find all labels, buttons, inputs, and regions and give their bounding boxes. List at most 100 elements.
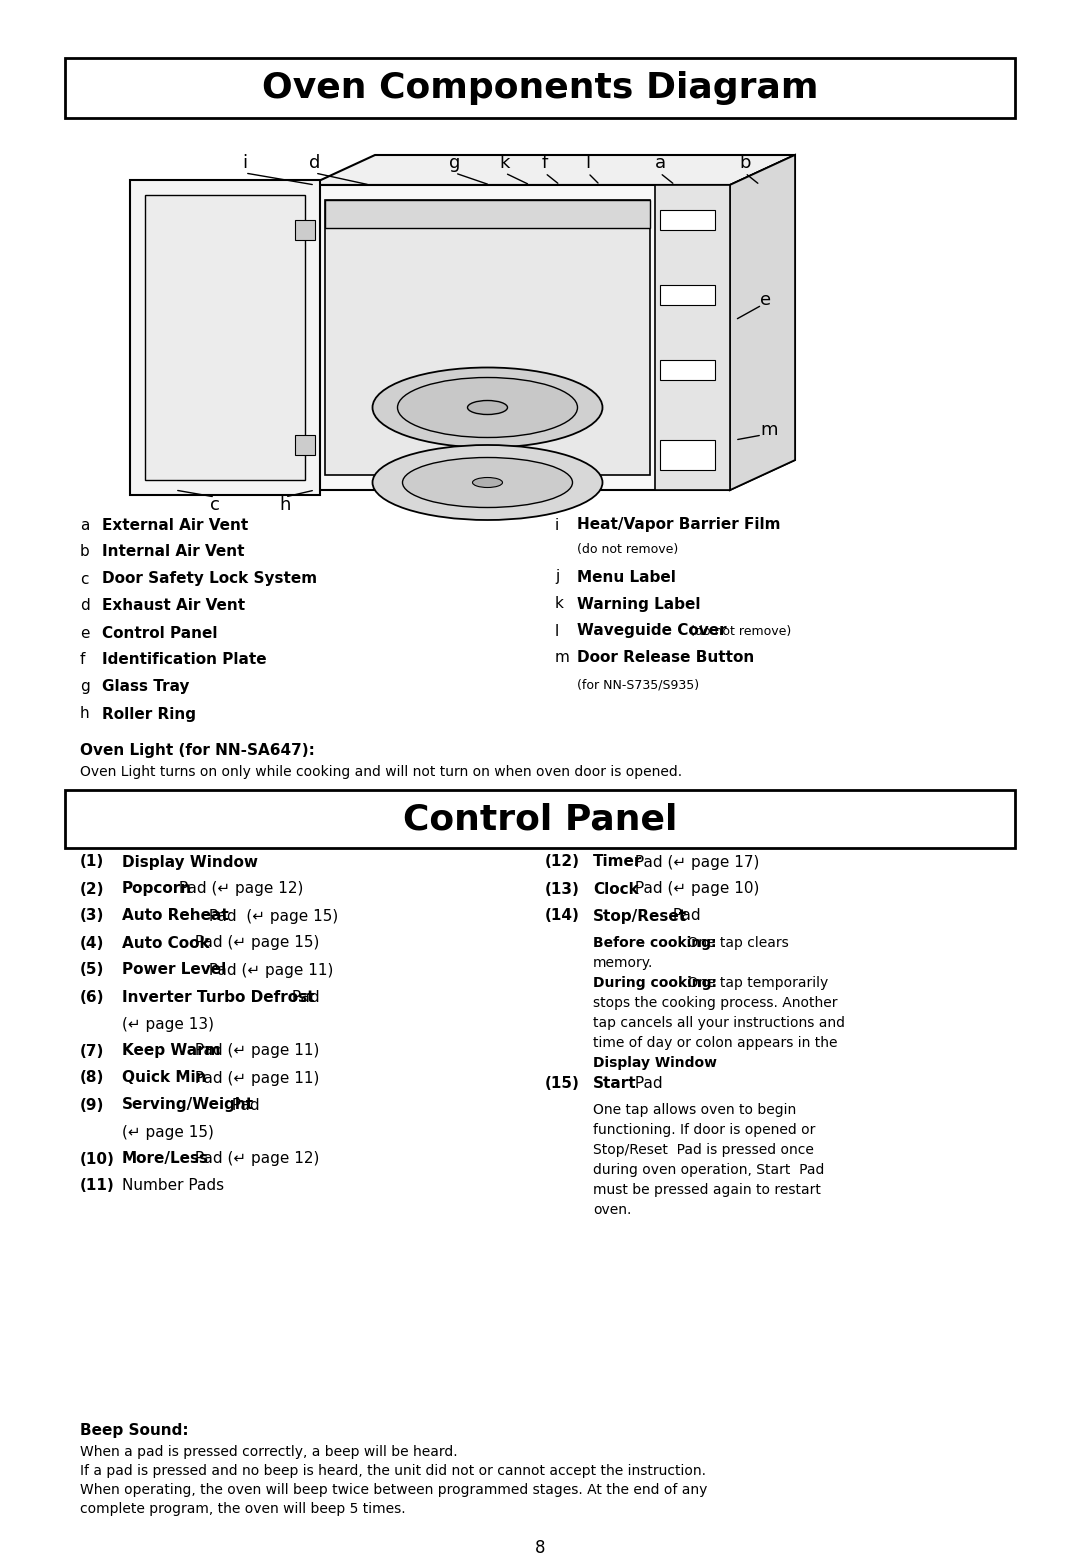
Text: (do not remove): (do not remove) [687,624,792,637]
Polygon shape [295,435,315,455]
Text: Serving/Weight: Serving/Weight [122,1097,254,1113]
Polygon shape [325,200,650,476]
Text: stops the cooking process. Another: stops the cooking process. Another [593,995,837,1009]
Text: External Air Vent: External Air Vent [102,518,248,532]
Text: Pad: Pad [227,1097,259,1113]
Text: Pad (↵ page 11): Pad (↵ page 11) [189,1044,319,1058]
Ellipse shape [473,477,502,488]
Text: m: m [555,651,570,665]
Text: Oven Components Diagram: Oven Components Diagram [261,70,819,105]
Polygon shape [654,185,730,490]
Text: (for NN-S735/S935): (for NN-S735/S935) [577,679,699,692]
Text: Oven Light (for NN-SA647):: Oven Light (for NN-SA647): [80,742,315,757]
Text: Door Safety Lock System: Door Safety Lock System [102,571,318,587]
Text: (1): (1) [80,854,105,870]
Text: Control Panel: Control Panel [102,626,217,640]
Text: (5): (5) [80,962,105,978]
Text: Pad: Pad [287,989,320,1005]
Text: d: d [309,153,321,172]
Text: Power Level: Power Level [122,962,226,978]
Text: (↵ page 15): (↵ page 15) [122,1125,214,1139]
Polygon shape [730,155,795,490]
Text: (10): (10) [80,1152,114,1166]
Text: a: a [654,153,665,172]
Text: c: c [211,496,220,513]
Text: Pad (↵ page 17): Pad (↵ page 17) [631,854,760,870]
Text: (↵ page 13): (↵ page 13) [122,1017,214,1031]
Text: d: d [415,496,426,513]
Text: Popcorn: Popcorn [122,881,192,897]
Polygon shape [660,210,715,230]
Ellipse shape [373,368,603,448]
Ellipse shape [403,457,572,507]
Text: time of day or colon appears in the: time of day or colon appears in the [593,1036,837,1050]
Text: f: f [80,653,85,668]
Text: Pad (↵ page 11): Pad (↵ page 11) [204,962,334,978]
Polygon shape [310,155,795,185]
Text: l: l [585,153,591,172]
Text: m: m [760,421,778,440]
Text: Pad (↵ page 10): Pad (↵ page 10) [631,881,760,897]
Text: Number Pads: Number Pads [122,1178,225,1194]
Text: e: e [760,291,771,308]
Polygon shape [145,196,305,480]
Text: g: g [80,679,90,695]
Text: during oven operation, Start  Pad: during oven operation, Start Pad [593,1163,824,1177]
Text: Roller Ring: Roller Ring [102,706,195,721]
Text: tap cancels all your instructions and: tap cancels all your instructions and [593,1016,845,1030]
Ellipse shape [397,377,578,438]
Text: (7): (7) [80,1044,105,1058]
Text: Pad (↵ page 12): Pad (↵ page 12) [189,1152,319,1166]
Text: e: e [80,626,90,640]
Text: (8): (8) [80,1070,105,1086]
Text: Exhaust Air Vent: Exhaust Air Vent [102,598,245,613]
Text: When a pad is pressed correctly, a beep will be heard.: When a pad is pressed correctly, a beep … [80,1444,458,1459]
Bar [65,58,1015,117]
Text: Pad (↵ page 15): Pad (↵ page 15) [189,936,319,950]
Text: (12): (12) [545,854,580,870]
Text: One tap temporarily: One tap temporarily [683,977,828,991]
Text: (14): (14) [545,909,580,923]
Text: Pad: Pad [669,909,701,923]
Text: f: f [542,153,549,172]
Ellipse shape [373,444,603,520]
Text: l: l [555,623,559,639]
Bar [65,790,1015,848]
Text: Pad  (↵ page 15): Pad (↵ page 15) [204,909,339,923]
Text: During cooking:: During cooking: [593,977,717,991]
Polygon shape [660,285,715,305]
Text: k: k [555,596,564,612]
Text: Timer: Timer [593,854,643,870]
Text: When operating, the oven will beep twice between programmed stages. At the end o: When operating, the oven will beep twice… [80,1484,707,1498]
Text: Before cooking:: Before cooking: [593,936,716,950]
Text: (15): (15) [545,1075,580,1091]
Text: h: h [280,496,291,513]
Text: Clock: Clock [593,881,638,897]
Text: Auto Cook: Auto Cook [122,936,210,950]
Text: complete program, the oven will beep 5 times.: complete program, the oven will beep 5 t… [80,1502,406,1516]
Text: b: b [80,545,90,560]
Text: c: c [80,571,89,587]
Text: Pad: Pad [631,1075,663,1091]
Text: must be pressed again to restart: must be pressed again to restart [593,1183,821,1197]
Text: j: j [555,570,559,584]
Text: oven.: oven. [593,1203,632,1218]
Text: (13): (13) [545,881,580,897]
Polygon shape [660,360,715,380]
Text: h: h [80,706,90,721]
Text: Inverter Turbo Defrost: Inverter Turbo Defrost [122,989,314,1005]
Text: g: g [449,153,461,172]
Text: One tap allows oven to begin: One tap allows oven to begin [593,1103,796,1117]
Text: Warning Label: Warning Label [577,596,701,612]
Text: Control Panel: Control Panel [403,801,677,836]
Polygon shape [730,155,795,490]
Text: Identification Plate: Identification Plate [102,653,267,668]
Text: i: i [555,518,559,532]
Text: (do not remove): (do not remove) [577,543,678,557]
Text: Beep Sound:: Beep Sound: [80,1423,189,1438]
Text: (4): (4) [80,936,105,950]
Text: d: d [80,598,90,613]
Text: j: j [527,496,532,513]
Text: Pad (↵ page 11): Pad (↵ page 11) [189,1070,319,1086]
Text: (11): (11) [80,1178,114,1194]
